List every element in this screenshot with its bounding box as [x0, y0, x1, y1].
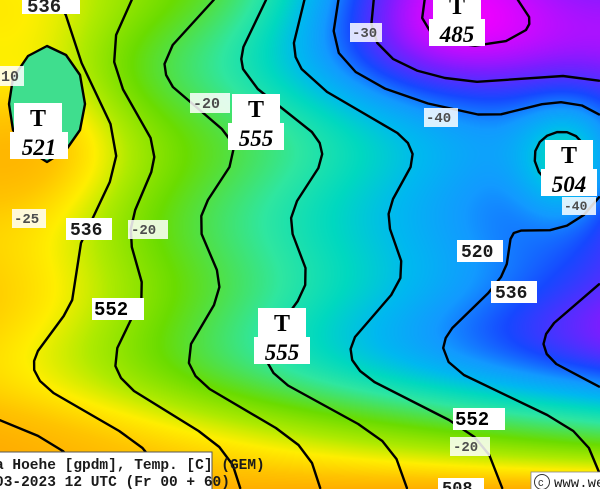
svg-text:-40: -40 [564, 199, 588, 214]
svg-text:536: 536 [495, 284, 527, 304]
svg-text:c: c [538, 477, 544, 489]
svg-text:552: 552 [94, 299, 128, 321]
svg-text:504: 504 [552, 172, 587, 197]
svg-text:520: 520 [461, 243, 493, 263]
svg-text:555: 555 [265, 340, 300, 365]
svg-text:-20: -20 [453, 440, 478, 456]
svg-text:-20: -20 [131, 223, 156, 239]
svg-text:-20: -20 [193, 96, 220, 113]
svg-text:485: 485 [439, 22, 475, 47]
svg-text:T: T [30, 106, 46, 132]
svg-text:-25: -25 [14, 212, 39, 228]
svg-text:T: T [561, 143, 577, 169]
svg-text:T: T [274, 311, 290, 337]
svg-text:a Hoehe [gpdm], Temp. [C] (GEM: a Hoehe [gpdm], Temp. [C] (GEM) [0, 458, 265, 474]
svg-text:536: 536 [27, 0, 61, 18]
svg-text:T: T [449, 0, 465, 20]
svg-text:-10: -10 [0, 69, 19, 86]
svg-text:-40: -40 [426, 111, 451, 127]
svg-text:521: 521 [22, 135, 57, 160]
svg-text:536: 536 [70, 221, 102, 241]
svg-text:555: 555 [239, 126, 274, 151]
svg-text:-30: -30 [352, 26, 377, 42]
svg-text:03-2023 12 UTC (Fr 00 + 60): 03-2023 12 UTC (Fr 00 + 60) [0, 475, 230, 489]
svg-text:508: 508 [442, 480, 473, 489]
svg-text:552: 552 [455, 409, 489, 431]
svg-text:T: T [248, 97, 264, 123]
svg-text:www.wetterzentrale.de: www.wetterzentrale.de [554, 476, 600, 489]
